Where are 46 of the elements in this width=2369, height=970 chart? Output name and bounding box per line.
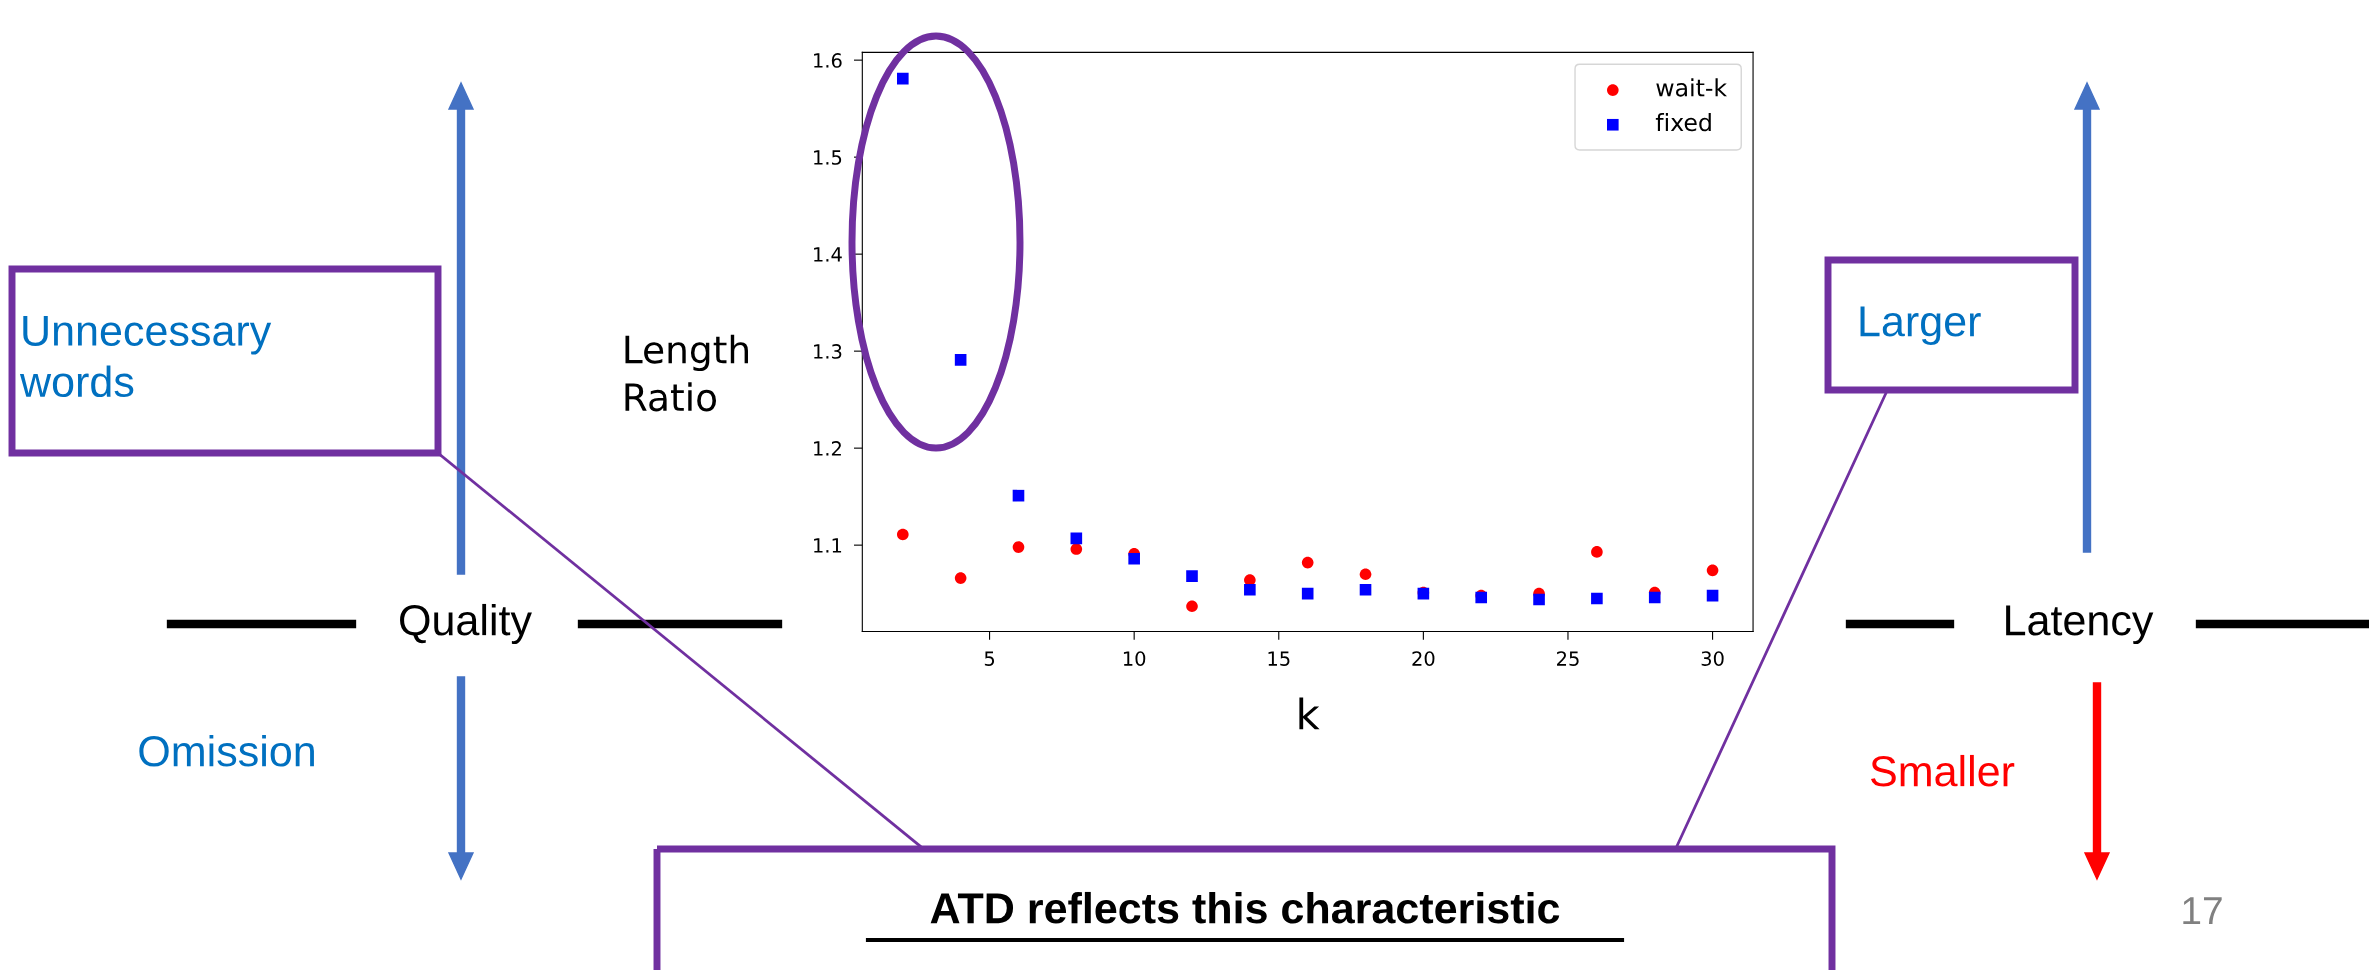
point xyxy=(1244,583,1256,596)
point xyxy=(1706,564,1719,577)
text: Larger xyxy=(1860,306,1981,346)
y-tick-label: 1.2 xyxy=(814,441,841,456)
point xyxy=(1706,589,1719,602)
x-tick-label: 20 xyxy=(1412,651,1435,666)
text: Latency xyxy=(2006,605,2154,645)
legend-label: fixed xyxy=(1655,113,1711,132)
point xyxy=(1070,532,1083,545)
point xyxy=(1186,600,1198,613)
point xyxy=(1359,568,1372,581)
y-tick-label: 1.4 xyxy=(814,247,842,262)
y-axis-title: Length Ratio xyxy=(625,334,748,412)
text: ATD reflects this characteristic xyxy=(930,891,1560,924)
y-tick-label: 1.3 xyxy=(814,344,842,359)
y-tick-label: 1.1 xyxy=(814,538,842,553)
text: Quality xyxy=(400,603,532,645)
y-tick-label: 1.5 xyxy=(814,150,842,165)
point xyxy=(954,572,967,584)
text: 17 xyxy=(2183,897,2222,925)
text: Omission xyxy=(139,734,314,767)
x-tick-label: 25 xyxy=(1557,651,1579,666)
x-tick-label: 15 xyxy=(1268,651,1290,666)
point xyxy=(1359,583,1372,596)
point xyxy=(1128,552,1140,565)
x-axis-title: k xyxy=(1299,697,1320,730)
point xyxy=(1301,587,1314,600)
point xyxy=(1591,546,1603,558)
point xyxy=(1012,489,1025,502)
x-tick-label: 30 xyxy=(1701,651,1724,666)
text: Smaller xyxy=(1870,754,2015,787)
x-tick-label: 10 xyxy=(1123,651,1146,666)
point xyxy=(1070,543,1083,555)
y-tick-label: 1.6 xyxy=(814,53,842,68)
point xyxy=(1012,541,1025,553)
legend-label: wait-k xyxy=(1656,78,1728,97)
point xyxy=(1648,591,1661,604)
point xyxy=(954,354,967,366)
point xyxy=(1591,592,1603,605)
x-tick-label: 5 xyxy=(984,651,995,666)
point xyxy=(1186,570,1198,582)
text: Unnecessary words xyxy=(19,315,272,398)
point xyxy=(896,72,909,85)
point xyxy=(896,528,909,541)
point xyxy=(1301,556,1314,569)
point xyxy=(1533,593,1545,606)
